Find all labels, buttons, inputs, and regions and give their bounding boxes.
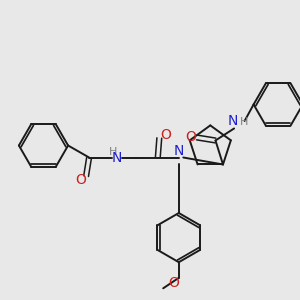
Text: H: H <box>239 117 248 127</box>
Text: N: N <box>174 144 184 158</box>
Text: H: H <box>109 147 117 157</box>
Text: N: N <box>227 114 238 128</box>
Text: O: O <box>75 173 86 187</box>
Text: O: O <box>168 276 179 290</box>
Text: O: O <box>160 128 171 142</box>
Text: N: N <box>112 151 122 164</box>
Text: O: O <box>185 130 196 145</box>
